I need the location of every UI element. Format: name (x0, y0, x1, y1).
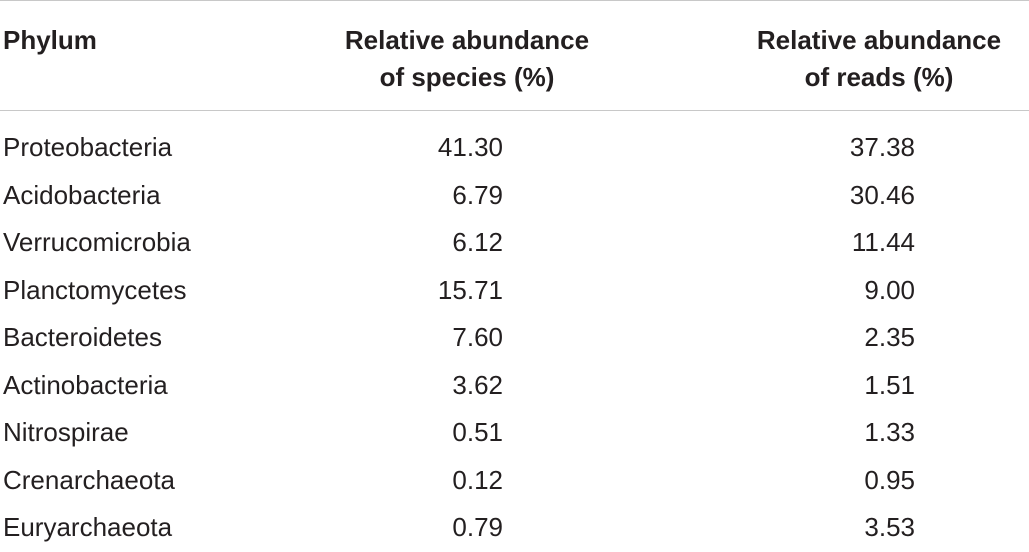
phylum-cell: Proteobacteria (3, 132, 173, 162)
table-top-rule (0, 0, 1029, 1)
phylum-cell: Bacteroidetes (3, 322, 162, 352)
reads-abundance-cell: 9.00 (864, 274, 915, 305)
phylum-cell: Verrucomicrobia (3, 227, 191, 257)
table-row: Proteobacteria 41.30 37.38 (0, 124, 1029, 172)
phylum-cell: Acidobacteria (3, 179, 161, 210)
header-species-abundance: Relative abundance of species (%) (300, 22, 634, 96)
species-abundance-cell: 41.30 (437, 132, 503, 162)
header-phylum-label: Phylum (3, 25, 97, 55)
species-abundance-cell: 15.71 (437, 274, 503, 305)
reads-abundance-cell: 1.51 (864, 369, 915, 400)
table-row: Planctomycetes 15.71 9.00 (0, 267, 1029, 315)
reads-abundance-cell: 30.46 (849, 179, 915, 210)
reads-abundance-cell: 1.33 (864, 417, 915, 447)
table-body: Proteobacteria 41.30 37.38 Acidobacteria… (0, 124, 1029, 552)
table-row: Crenarchaeota 0.12 0.95 (0, 457, 1029, 505)
table-row: Euryarchaeota 0.79 3.53 (0, 504, 1029, 552)
reads-abundance-cell: 2.35 (864, 322, 915, 352)
table-row: Acidobacteria 6.79 30.46 (0, 172, 1029, 220)
species-abundance-cell: 3.62 (452, 369, 503, 400)
header-divider-rule (0, 110, 1029, 111)
phylum-cell: Planctomycetes (3, 274, 187, 305)
table-row: Verrucomicrobia 6.12 11.44 (0, 219, 1029, 267)
reads-abundance-cell: 0.95 (864, 464, 915, 495)
species-abundance-cell: 0.79 (452, 512, 503, 542)
reads-abundance-cell: 37.38 (849, 132, 915, 162)
header-reads-line1: Relative abundance (756, 25, 1002, 55)
table-row: Bacteroidetes 7.60 2.35 (0, 314, 1029, 362)
phylum-cell: Actinobacteria (3, 369, 168, 400)
table-row: Nitrospirae 0.51 1.33 (0, 409, 1029, 457)
table-row: Actinobacteria 3.62 1.51 (0, 362, 1029, 410)
species-abundance-cell: 6.12 (452, 227, 503, 257)
header-reads-abundance: Relative abundance of reads (%) (712, 22, 1029, 96)
header-reads-line2: of reads (%) (804, 62, 954, 92)
header-species-line2: of species (%) (379, 62, 555, 92)
species-abundance-cell: 6.79 (452, 179, 503, 210)
reads-abundance-cell: 11.44 (851, 227, 915, 257)
species-abundance-cell: 0.12 (452, 464, 503, 495)
species-abundance-cell: 7.60 (452, 322, 503, 352)
phylum-cell: Euryarchaeota (3, 512, 173, 542)
reads-abundance-cell: 3.53 (864, 512, 915, 542)
phylum-cell: Crenarchaeota (3, 464, 175, 495)
phylum-cell: Nitrospirae (3, 417, 129, 447)
species-abundance-cell: 0.51 (452, 417, 503, 447)
header-species-line1: Relative abundance (344, 25, 590, 55)
header-phylum: Phylum (3, 22, 97, 59)
